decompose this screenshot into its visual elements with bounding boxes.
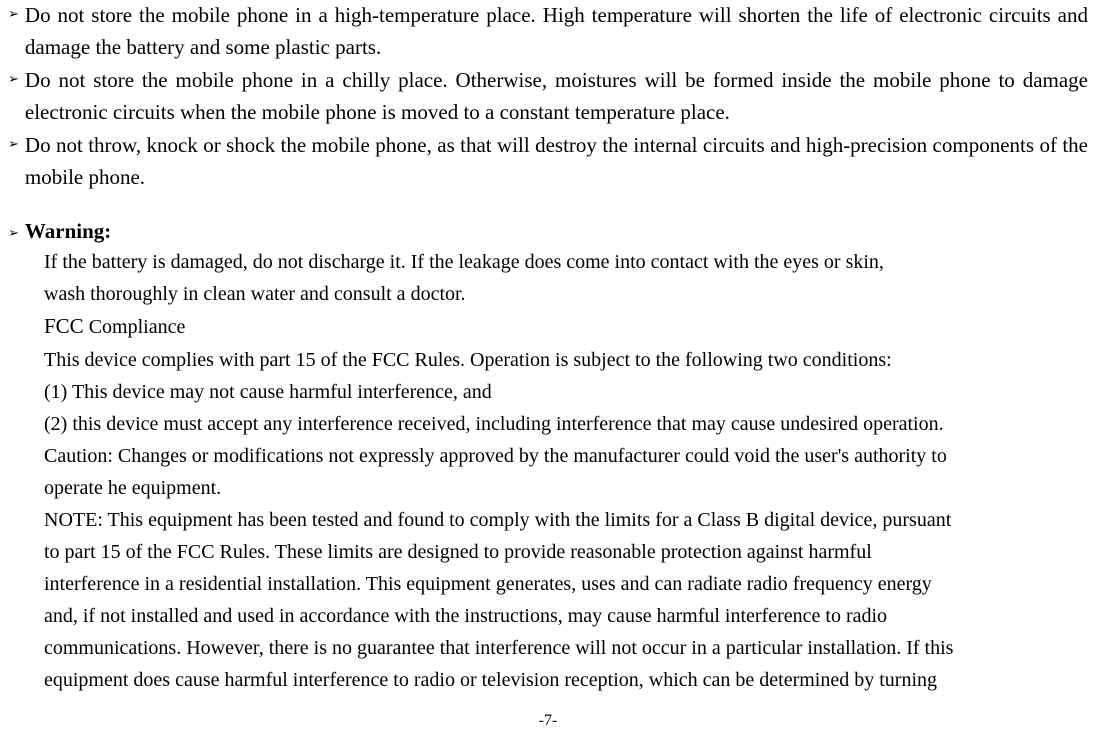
bullet-marker-icon: ➢ xyxy=(8,136,19,152)
fcc-line4: Caution: Changes or modifications not ex… xyxy=(44,440,1088,472)
warning-battery-line1: If the battery is damaged, do not discha… xyxy=(44,246,1088,278)
document-content: ➢ Do not store the mobile phone in a hig… xyxy=(8,0,1088,696)
fcc-line10: communications. However, there is no gua… xyxy=(44,632,1088,664)
fcc-line7: to part 15 of the FCC Rules. These limit… xyxy=(44,536,1088,568)
bullet-text: Do not store the mobile phone in a chill… xyxy=(25,65,1088,128)
fcc-line3: (2) this device must accept any interfer… xyxy=(44,408,1088,440)
fcc-line2: (1) This device may not cause harmful in… xyxy=(44,376,1088,408)
bullet-text: Do not throw, knock or shock the mobile … xyxy=(25,130,1088,193)
bullet-text: Do not store the mobile phone in a high-… xyxy=(25,0,1088,63)
bullet-item-1: ➢ Do not store the mobile phone in a hig… xyxy=(8,0,1088,63)
fcc-label: FCC xyxy=(44,314,84,338)
warning-heading: Warning: xyxy=(25,219,111,244)
bullet-item-2: ➢ Do not store the mobile phone in a chi… xyxy=(8,65,1088,128)
fcc-compliance-text: Compliance xyxy=(84,316,186,338)
bullet-marker-icon: ➢ xyxy=(8,71,19,87)
fcc-line11: equipment does cause harmful interferenc… xyxy=(44,664,1088,696)
bullet-marker-icon: ➢ xyxy=(8,6,19,22)
fcc-line9: and, if not installed and used in accord… xyxy=(44,600,1088,632)
fcc-line6: NOTE: This equipment has been tested and… xyxy=(44,504,1088,536)
fcc-line8: interference in a residential installati… xyxy=(44,568,1088,600)
bullet-marker-icon: ➢ xyxy=(8,225,19,241)
warning-body: If the battery is damaged, do not discha… xyxy=(8,246,1088,696)
fcc-compliance-heading: FCC Compliance xyxy=(44,310,1088,344)
warning-battery-line2: wash thoroughly in clean water and consu… xyxy=(44,278,1088,310)
fcc-line1: This device complies with part 15 of the… xyxy=(44,344,1088,376)
page-number: -7- xyxy=(539,712,558,730)
warning-heading-row: ➢ Warning: xyxy=(8,195,1088,246)
bullet-item-3: ➢ Do not throw, knock or shock the mobil… xyxy=(8,130,1088,193)
fcc-line5: operate he equipment. xyxy=(44,472,1088,504)
